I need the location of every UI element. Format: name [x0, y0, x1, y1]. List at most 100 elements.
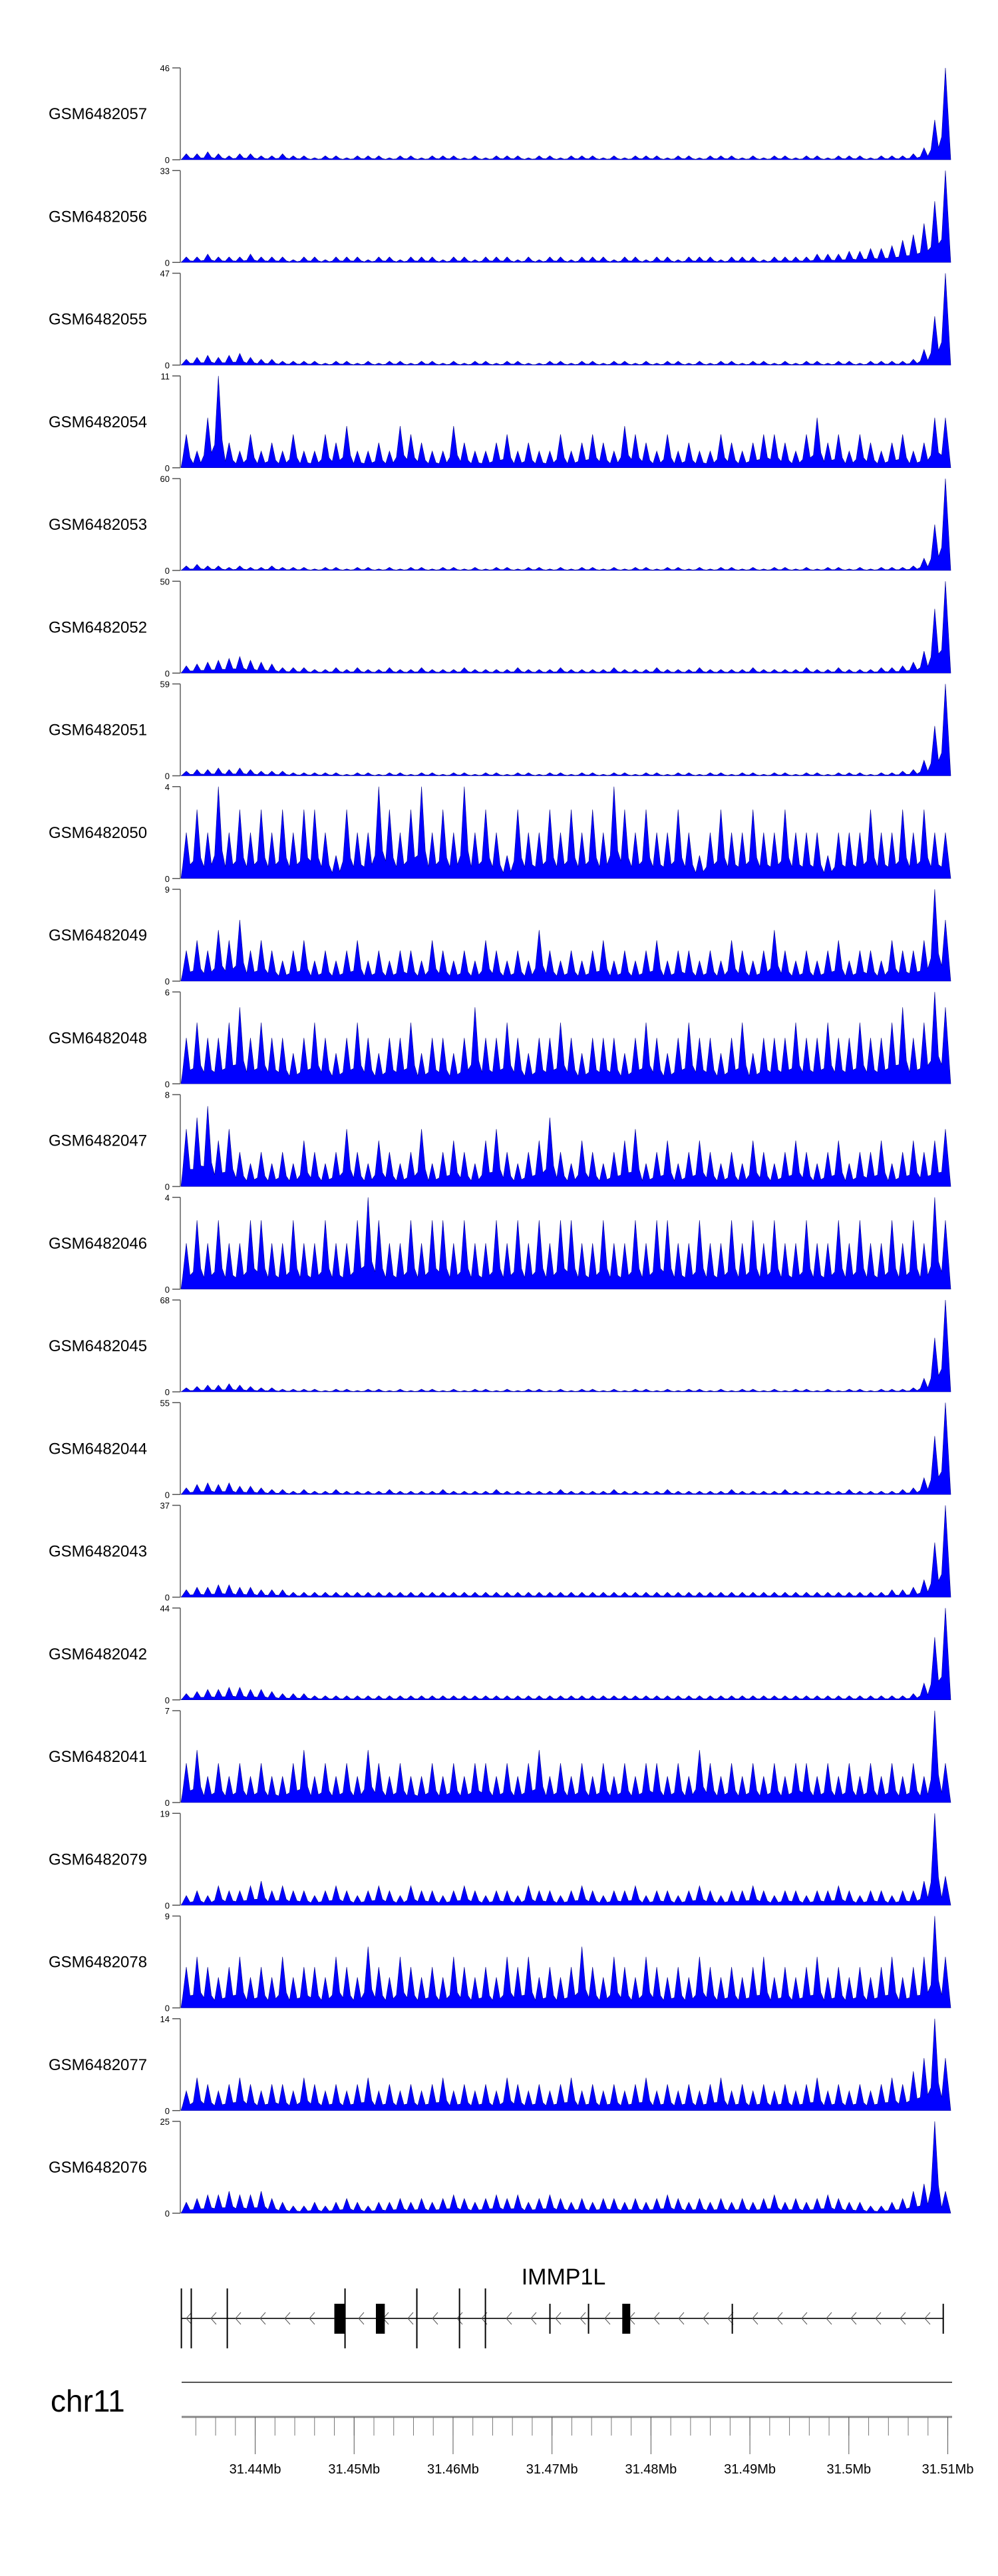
- strand-arrow-icon: [850, 2312, 857, 2325]
- y-max-label: 60: [160, 474, 170, 484]
- exon-block: [622, 2304, 631, 2334]
- track-GSM6482041: GSM6482041 7 0: [49, 1706, 951, 1808]
- track-label: GSM6482043: [49, 1543, 147, 1561]
- signal-area: [180, 786, 951, 879]
- y-min-label: 0: [165, 1798, 170, 1808]
- strand-arrow-icon: [506, 2312, 512, 2325]
- y-max-label: 11: [161, 371, 170, 381]
- track-GSM6482057: GSM6482057 46 0: [49, 63, 951, 165]
- y-min-label: 0: [165, 463, 170, 473]
- signal-area: [180, 67, 951, 160]
- signal-area: [180, 1710, 951, 1803]
- y-max-label: 14: [160, 2014, 170, 2024]
- signal-area: [180, 1106, 951, 1187]
- track-label: GSM6482042: [49, 1645, 147, 1663]
- y-max-label: 37: [160, 1501, 170, 1511]
- y-max-label: 9: [165, 885, 170, 895]
- y-min-label: 0: [165, 1900, 170, 1910]
- signal-area: [180, 1505, 951, 1598]
- data-tracks: GSM6482057460GSM6482056330GSM6482055470G…: [49, 63, 951, 2219]
- gene-name-label: IMMP1L: [522, 2264, 606, 2290]
- track-GSM6482048: GSM6482048 6 0: [49, 987, 951, 1089]
- y-min-label: 0: [165, 566, 170, 576]
- track-GSM6482053: GSM6482053 60 0: [49, 474, 951, 576]
- track-label: GSM6482048: [49, 1029, 147, 1047]
- track-GSM6482043: GSM6482043 37 0: [49, 1501, 951, 1603]
- y-max-label: 4: [165, 1193, 170, 1203]
- y-min-label: 0: [165, 1182, 170, 1192]
- strand-arrow-icon: [776, 2312, 783, 2325]
- y-max-label: 9: [165, 1912, 170, 1922]
- signal-area: [180, 170, 951, 263]
- signal-area: [180, 375, 951, 469]
- strand-arrow-icon: [801, 2312, 808, 2325]
- track-label: GSM6482053: [49, 516, 147, 534]
- y-max-label: 7: [165, 1706, 170, 1716]
- signal-area: [180, 478, 951, 571]
- y-min-label: 0: [165, 258, 170, 268]
- track-GSM6482050: GSM6482050 4 0: [49, 782, 951, 884]
- track-GSM6482049: GSM6482049 9 0: [49, 885, 951, 986]
- signal-area: [180, 1197, 951, 1290]
- track-label: GSM6482051: [49, 722, 147, 740]
- signal-area: [180, 1299, 951, 1393]
- y-min-label: 0: [165, 874, 170, 884]
- track-label: GSM6482052: [49, 618, 147, 636]
- strand-arrow-icon: [727, 2312, 734, 2325]
- track-label: GSM6482057: [49, 105, 147, 123]
- track-GSM6482077: GSM6482077 14 0: [49, 2014, 951, 2116]
- major-tick-label: 31.49Mb: [724, 2462, 776, 2477]
- strand-arrow-icon: [432, 2312, 438, 2325]
- major-tick-label: 31.45Mb: [328, 2462, 380, 2477]
- strand-arrow-icon: [309, 2312, 315, 2325]
- track-label: GSM6482045: [49, 1337, 147, 1355]
- major-tick-label: 31.48Mb: [625, 2462, 677, 2477]
- track-label: GSM6482077: [49, 2056, 147, 2074]
- y-min-label: 0: [165, 1695, 170, 1705]
- major-tick-label: 31.44Mb: [230, 2462, 281, 2477]
- y-min-label: 0: [165, 1387, 170, 1397]
- signal-area: [180, 889, 951, 982]
- track-label: GSM6482041: [49, 1748, 147, 1766]
- track-GSM6482078: GSM6482078 9 0: [49, 1912, 951, 2014]
- signal-area: [180, 684, 951, 776]
- track-GSM6482052: GSM6482052 50 0: [49, 576, 951, 678]
- track-label: GSM6482055: [49, 311, 147, 329]
- strand-arrow-icon: [358, 2312, 365, 2325]
- strand-arrow-icon: [555, 2312, 562, 2325]
- major-tick-label: 31.5Mb: [826, 2462, 871, 2477]
- track-label: GSM6482076: [49, 2159, 147, 2177]
- y-min-label: 0: [165, 668, 170, 678]
- y-min-label: 0: [165, 771, 170, 781]
- strand-arrow-icon: [456, 2312, 463, 2325]
- track-GSM6482044: GSM6482044 55 0: [49, 1398, 951, 1500]
- signal-area: [180, 1813, 951, 1906]
- y-max-label: 46: [160, 63, 170, 73]
- signal-area: [180, 2018, 951, 2111]
- signal-area: [180, 1916, 951, 2008]
- y-min-label: 0: [165, 1079, 170, 1089]
- gene-track: IMMP1L: [180, 2264, 944, 2348]
- major-tick-label: 31.51Mb: [922, 2462, 974, 2477]
- track-label: GSM6482047: [49, 1132, 147, 1150]
- track-label: GSM6482054: [49, 413, 147, 431]
- strand-arrow-icon: [284, 2312, 291, 2325]
- track-GSM6482047: GSM6482047 8 0: [49, 1090, 951, 1192]
- track-GSM6482046: GSM6482046 4 0: [49, 1193, 951, 1295]
- y-max-label: 33: [160, 166, 170, 176]
- strand-arrow-icon: [407, 2312, 414, 2325]
- signal-area: [180, 1608, 951, 1701]
- major-tick-label: 31.47Mb: [526, 2462, 578, 2477]
- track-label: GSM6482049: [49, 927, 147, 945]
- signal-area: [180, 273, 951, 365]
- exon-block: [375, 2304, 385, 2334]
- strand-arrow-icon: [580, 2312, 586, 2325]
- strand-arrow-icon: [210, 2312, 217, 2325]
- y-max-label: 19: [160, 1809, 170, 1819]
- track-label: GSM6482044: [49, 1440, 147, 1458]
- y-max-label: 47: [160, 269, 170, 279]
- signal-area: [180, 1402, 951, 1495]
- strand-arrow-icon: [604, 2312, 611, 2325]
- track-GSM6482045: GSM6482045 68 0: [49, 1295, 951, 1397]
